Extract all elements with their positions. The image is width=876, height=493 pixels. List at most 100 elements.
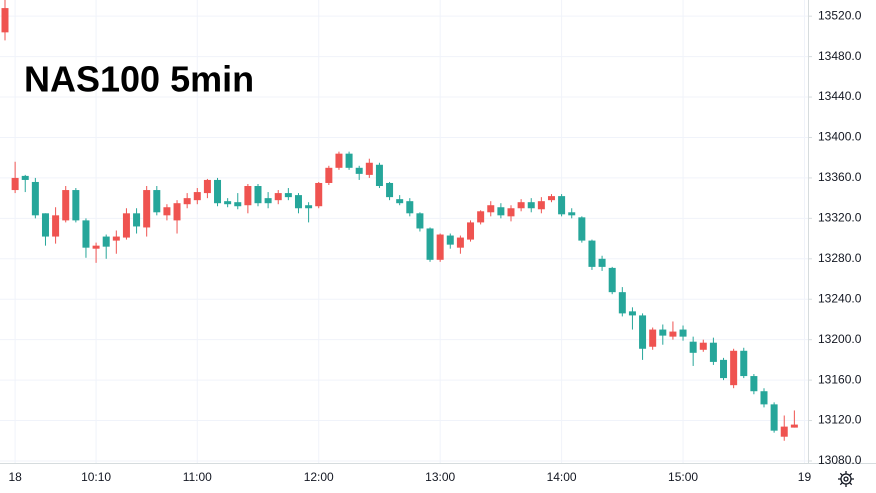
candle-body (568, 212, 576, 216)
candle-body (386, 182, 394, 198)
candle-body (264, 198, 272, 204)
x-tick-label: 13:00 (425, 470, 455, 484)
candle-body (527, 202, 535, 209)
candle-body (345, 153, 353, 168)
y-tick-label: 13440.0 (818, 89, 862, 103)
candle-body (284, 193, 292, 198)
candle-body (780, 426, 788, 437)
candle-body (72, 190, 80, 221)
candle-body (52, 215, 60, 237)
candle-body (790, 424, 798, 428)
candle-body (294, 195, 302, 209)
candle-body (122, 213, 130, 238)
candle-body (537, 201, 545, 210)
candle-body (305, 205, 313, 209)
candle-body (426, 228, 434, 260)
candle-body (112, 236, 120, 241)
candle-body (588, 240, 596, 267)
candle-body (416, 213, 424, 229)
y-tick-label: 13080.0 (818, 453, 862, 467)
chart-title: NAS100 5min (24, 59, 254, 100)
candles (1, 0, 798, 441)
candle-body (143, 190, 151, 228)
y-tick-label: 13320.0 (818, 211, 862, 225)
candle-body (699, 342, 707, 350)
candle-body (335, 153, 343, 168)
x-tick-label: 14:00 (547, 470, 577, 484)
candle-body (214, 179, 222, 204)
candle-body (507, 208, 515, 217)
candle-body (244, 186, 252, 206)
y-tick-label: 13360.0 (818, 170, 862, 184)
candle-body (21, 175, 29, 180)
candle-body (517, 202, 525, 209)
candle-body (487, 205, 495, 213)
candle-body (133, 213, 141, 227)
candle-body (618, 292, 626, 314)
candle-body (730, 350, 738, 386)
candle-body (547, 196, 555, 201)
candle-body (608, 267, 616, 293)
candle-body (598, 258, 606, 267)
labels: 13080.0 13120.0 13160.0 13200.0 13240.0 13280… (8, 8, 861, 484)
candle-body (477, 211, 485, 223)
candle-body (578, 217, 586, 241)
candle-body (720, 359, 728, 379)
candle-body (709, 342, 717, 362)
candle-body (497, 207, 505, 216)
candle-body (102, 236, 110, 247)
candle-body (355, 167, 363, 174)
candle-body (315, 182, 323, 207)
y-tick-label: 13480.0 (818, 49, 862, 63)
candle-body (325, 167, 333, 183)
candle-body (446, 235, 454, 245)
candle-body (406, 201, 414, 214)
candle-body (173, 203, 181, 221)
candle-body (669, 331, 677, 337)
candle-body (254, 186, 262, 204)
candle-body (689, 341, 697, 353)
candle-body (11, 177, 19, 191)
candle-body (41, 213, 49, 237)
candle-body (649, 329, 657, 347)
x-tick-label: 10:10 (81, 470, 111, 484)
candle-body (558, 196, 566, 215)
settings-icon[interactable] (838, 471, 854, 487)
candle-body (92, 245, 100, 249)
x-tick-label: 12:00 (304, 470, 334, 484)
grid (0, 0, 808, 463)
y-tick-label: 13160.0 (818, 372, 862, 386)
candle-body (750, 376, 758, 392)
candle-body (153, 190, 161, 213)
candle-body (203, 179, 211, 194)
y-tick-label: 13520.0 (818, 8, 862, 22)
y-tick-label: 13400.0 (818, 130, 862, 144)
candle-body (467, 222, 475, 240)
candle-body (628, 311, 636, 316)
candle-body (396, 199, 404, 204)
candle-body (224, 201, 232, 205)
candle-body (436, 234, 444, 260)
candle-body (274, 193, 282, 201)
x-tick-label: 15:00 (668, 470, 698, 484)
x-tick-label: 11:00 (183, 470, 212, 484)
candle-body (1, 8, 9, 33)
y-tick-label: 13200.0 (818, 332, 862, 346)
candle-body (375, 164, 383, 187)
candle-body (365, 162, 373, 175)
candle-body (193, 192, 201, 201)
candle-body (163, 207, 171, 216)
y-tick-label: 13120.0 (818, 413, 862, 427)
candle-body (770, 404, 778, 431)
candle-body (31, 181, 39, 216)
candle-body (183, 198, 191, 205)
candle-body (62, 190, 70, 221)
y-tick-label: 13280.0 (818, 251, 862, 265)
candle-body (456, 237, 464, 248)
candle-body (740, 350, 748, 377)
candle-body (659, 329, 667, 336)
candle-body (679, 329, 687, 337)
candle-body (82, 220, 90, 248)
candle-body (639, 315, 647, 349)
y-tick-label: 13240.0 (818, 291, 862, 305)
